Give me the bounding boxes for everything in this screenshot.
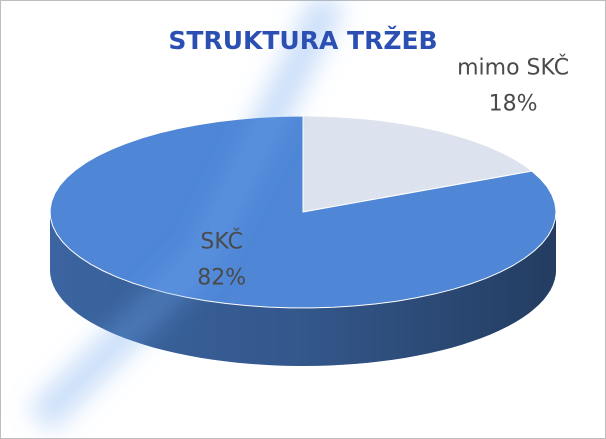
glow	[27, 0, 346, 433]
slice-label: mimo SKČ	[457, 54, 569, 80]
side-shade	[50, 212, 556, 366]
value-label: 82%	[197, 266, 246, 291]
chart-title: STRUKTURA TRŽEB	[168, 26, 437, 55]
pie-slice	[302, 115, 534, 213]
slice-label: SKČ	[200, 229, 243, 255]
value-label: 18%	[489, 91, 538, 116]
